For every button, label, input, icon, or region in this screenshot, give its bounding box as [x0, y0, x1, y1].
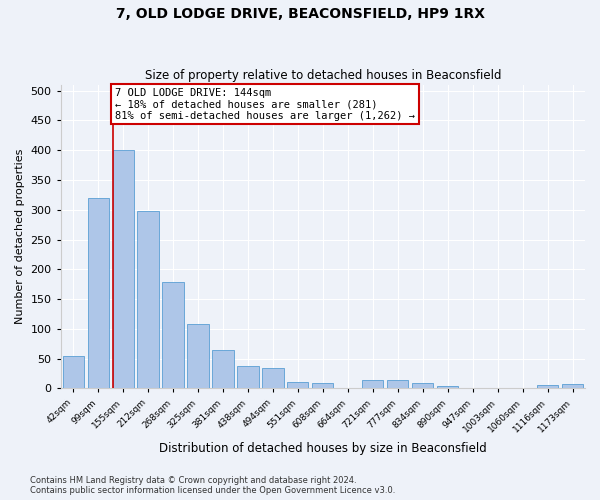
Text: 7 OLD LODGE DRIVE: 144sqm
← 18% of detached houses are smaller (281)
81% of semi: 7 OLD LODGE DRIVE: 144sqm ← 18% of detac…	[115, 88, 415, 120]
Bar	[562, 384, 583, 388]
Bar	[163, 282, 184, 389]
Bar	[287, 382, 308, 388]
Text: Contains HM Land Registry data © Crown copyright and database right 2024.
Contai: Contains HM Land Registry data © Crown c…	[30, 476, 395, 495]
Bar	[312, 382, 334, 388]
Bar	[537, 385, 558, 388]
Bar	[113, 150, 134, 388]
Text: 7, OLD LODGE DRIVE, BEACONSFIELD, HP9 1RX: 7, OLD LODGE DRIVE, BEACONSFIELD, HP9 1R…	[115, 8, 485, 22]
X-axis label: Distribution of detached houses by size in Beaconsfield: Distribution of detached houses by size …	[159, 442, 487, 455]
Bar	[88, 198, 109, 388]
Bar	[387, 380, 409, 388]
Title: Size of property relative to detached houses in Beaconsfield: Size of property relative to detached ho…	[145, 69, 501, 82]
Bar	[212, 350, 233, 389]
Bar	[437, 386, 458, 388]
Bar	[62, 356, 84, 388]
Bar	[137, 212, 159, 388]
Bar	[238, 366, 259, 388]
Bar	[362, 380, 383, 388]
Bar	[412, 383, 433, 388]
Y-axis label: Number of detached properties: Number of detached properties	[15, 149, 25, 324]
Bar	[262, 368, 284, 388]
Bar	[187, 324, 209, 388]
